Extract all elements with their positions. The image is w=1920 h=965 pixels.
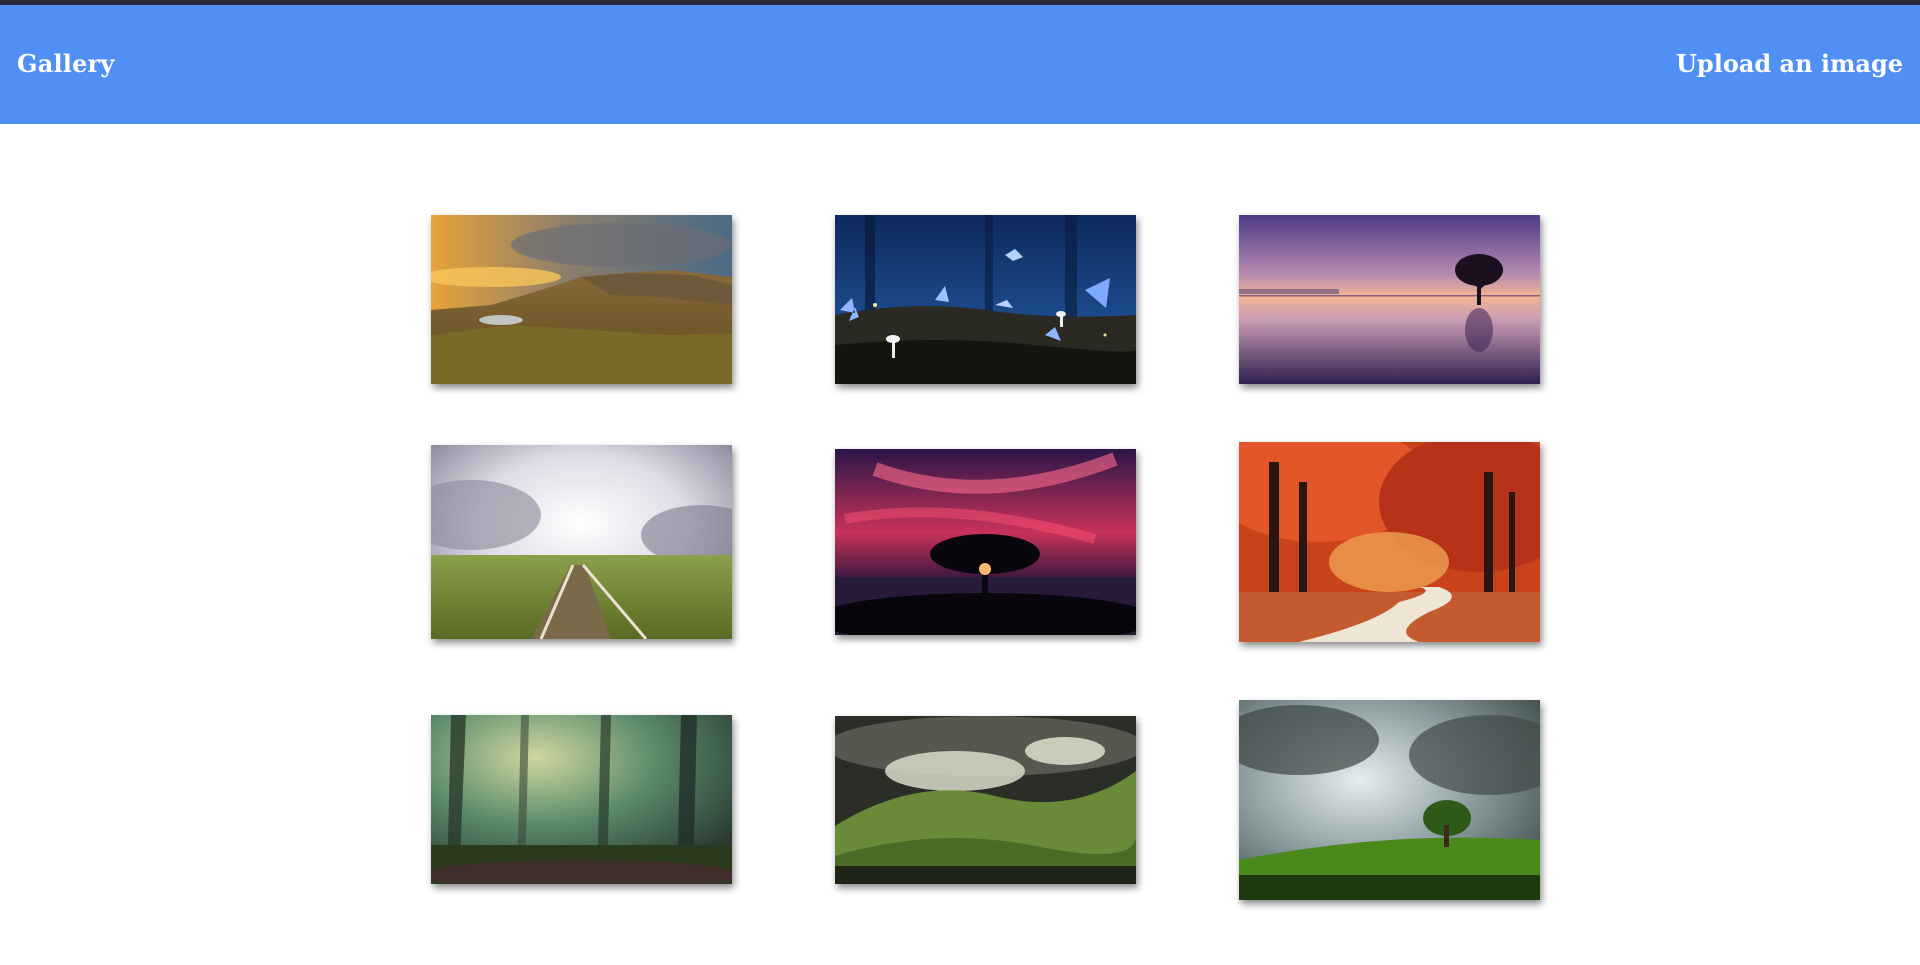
foggy-hills-image [835,716,1136,884]
upload-image-link[interactable]: Upload an image [1676,49,1903,78]
tree-on-hill-image [1239,700,1540,900]
gallery-image-blue-butterflies[interactable] [835,215,1136,384]
gallery-image-red-sky-tree[interactable] [835,449,1136,635]
gallery-image-purple-lake[interactable] [1239,215,1540,384]
gallery-image-misty-forest[interactable] [431,715,732,884]
blue-butterflies-image [835,215,1136,384]
purple-lake-image [1239,215,1540,384]
red-sky-tree-image [835,449,1136,635]
misty-forest-image [431,715,732,884]
gallery-image-tree-on-hill[interactable] [1239,700,1540,900]
gallery-image-railway[interactable] [431,445,732,639]
autumn-path-image [1239,442,1540,642]
gallery-image-foggy-hills[interactable] [835,716,1136,884]
gallery-image-mountain-ridge[interactable] [431,215,732,384]
top-navbar: Gallery Upload an image [0,5,1920,124]
gallery-image-autumn-path[interactable] [1239,442,1540,642]
gallery-home-link[interactable]: Gallery [17,49,115,78]
railway-image [431,445,732,639]
window-top-border [0,0,1920,5]
mountain-ridge-image [431,215,732,384]
